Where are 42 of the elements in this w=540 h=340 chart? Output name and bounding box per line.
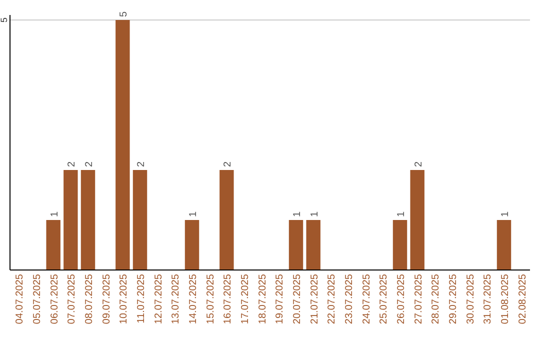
x-tick-label: 12.07.2025 [153, 274, 164, 324]
data-label: 2 [413, 161, 424, 167]
x-tick-label: 13.07.2025 [170, 274, 182, 324]
x-tick-label: 10.07.2025 [118, 274, 130, 324]
data-label: 1 [292, 211, 303, 217]
data-label: 2 [222, 161, 234, 167]
x-tick-label: 31.07.2025 [482, 274, 494, 324]
x-tick-label: 23.07.2025 [344, 274, 355, 324]
x-tick-label: 11.07.2025 [136, 274, 147, 324]
x-tick-label: 24.07.2025 [361, 274, 372, 324]
x-tick-label: 18.07.2025 [257, 274, 268, 324]
x-tick-label: 07.07.2025 [66, 274, 78, 324]
data-label: 1 [500, 211, 511, 217]
x-tick-label: 09.07.2025 [101, 274, 112, 324]
data-label: 2 [136, 161, 147, 167]
x-tick-label: 05.07.2025 [32, 274, 43, 324]
x-tick-label: 25.07.2025 [378, 274, 390, 324]
x-tick-label: 19.07.2025 [274, 274, 286, 324]
x-tick-label: 30.07.2025 [465, 274, 476, 324]
x-tick-label: 28.07.2025 [430, 274, 442, 324]
x-tick-label: 22.07.2025 [326, 274, 338, 324]
x-tick-label: 01.08.2025 [500, 274, 511, 324]
x-tick-label: 15.07.2025 [205, 274, 216, 324]
x-tick-label: 21.07.2025 [309, 274, 320, 324]
data-label: 1 [396, 211, 407, 217]
data-label: 1 [188, 211, 199, 217]
x-tick-label: 16.07.2025 [222, 274, 234, 324]
x-tick-label: 02.08.2025 [517, 274, 528, 324]
x-tick-label: 20.07.2025 [292, 274, 303, 324]
x-tick-label: 06.07.2025 [49, 274, 60, 324]
x-tick-label: 29.07.2025 [448, 274, 459, 324]
data-label: 5 [118, 11, 130, 17]
data-label: 1 [309, 211, 320, 217]
data-label: 2 [66, 161, 78, 167]
x-tick-label: 14.07.2025 [188, 274, 199, 324]
data-label: 2 [84, 161, 95, 167]
x-tick-label: 27.07.2025 [413, 274, 424, 324]
x-tick-label: 17.07.2025 [240, 274, 251, 324]
x-tick-label: 26.07.2025 [396, 274, 407, 324]
x-tick-label: 04.07.2025 [14, 274, 26, 324]
x-tick-label: 08.07.2025 [84, 274, 95, 324]
data-label: 1 [49, 211, 60, 217]
